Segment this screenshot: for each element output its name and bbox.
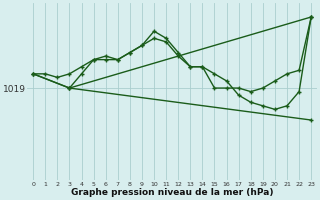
X-axis label: Graphe pression niveau de la mer (hPa): Graphe pression niveau de la mer (hPa) — [71, 188, 274, 197]
